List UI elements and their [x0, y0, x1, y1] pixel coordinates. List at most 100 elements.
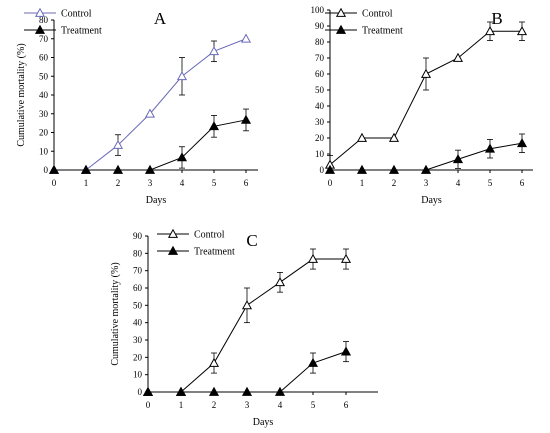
- y-tick-label: 20: [133, 352, 143, 362]
- data-point: [484, 26, 496, 36]
- series-control: [142, 248, 352, 396]
- panel-letter: C: [246, 231, 257, 250]
- x-tick-label: 5: [488, 178, 493, 188]
- y-tick-label: 80: [39, 15, 49, 25]
- x-tick-label: 1: [84, 178, 89, 188]
- x-tick-label: 5: [311, 400, 316, 410]
- data-point: [516, 26, 528, 36]
- y-tick-label: 0: [44, 165, 49, 175]
- y-tick-label: 90: [315, 21, 325, 31]
- legend-label: Control: [194, 230, 225, 241]
- panel-c: 0 10 20 30 40 50 60 70 80 90 0 1 2 3 4 5 6 Days Cumulative…: [110, 228, 378, 428]
- x-tick-label: 3: [424, 178, 429, 188]
- series-line: [148, 351, 347, 393]
- y-tick-label: 30: [315, 117, 325, 127]
- series-control: [324, 21, 528, 171]
- y-axis-label: Cumulative mortality (%): [110, 262, 121, 365]
- x-axis-label: Days: [421, 195, 442, 206]
- x-tick-label: 2: [392, 178, 397, 188]
- data-point: [176, 152, 188, 162]
- data-point: [241, 386, 253, 396]
- x-tick-label: 4: [180, 178, 185, 188]
- legend: Control Treatment: [325, 7, 403, 37]
- x-axis-label: Days: [253, 417, 274, 428]
- x-tick-label: 2: [212, 400, 217, 410]
- data-point: [340, 253, 352, 263]
- data-point: [484, 143, 496, 153]
- y-tick-label: 80: [133, 248, 143, 258]
- data-point: [452, 154, 464, 164]
- data-point: [516, 138, 528, 148]
- data-point: [175, 386, 187, 396]
- legend-label: Control: [362, 9, 393, 20]
- legend-label: Control: [61, 9, 92, 20]
- panel-a: 0 10 20 30 40 50 60 70 80 0 1 2 3 4 5 6 Days Cumulative m…: [16, 7, 258, 206]
- x-tick-label: 1: [179, 400, 184, 410]
- legend: Control Treatment: [24, 7, 102, 37]
- y-tick-label: 40: [133, 318, 143, 328]
- x-tick-label: 6: [244, 178, 249, 188]
- panel-b: 0 10 20 30 40 50 60 70 80 90 100 0 1 2 3 4 5 6 Days B Contro…: [311, 5, 533, 206]
- y-tick-label: 70: [133, 266, 143, 276]
- y-tick-label: 80: [315, 37, 325, 47]
- panel-letter: A: [154, 9, 167, 28]
- y-tick-label: 20: [39, 128, 49, 138]
- data-point: [80, 164, 92, 174]
- data-point: [208, 386, 220, 396]
- data-point: [388, 132, 400, 142]
- x-tick-label: 4: [278, 400, 283, 410]
- y-axis-label: Cumulative mortality (%): [16, 43, 27, 146]
- data-point: [48, 164, 60, 174]
- data-point: [176, 71, 188, 81]
- legend-marker: [167, 228, 179, 238]
- y-tick-label: 60: [315, 69, 325, 79]
- x-tick-label: 3: [148, 178, 153, 188]
- data-point: [208, 121, 220, 131]
- x-tick-label: 0: [146, 400, 151, 410]
- y-tick-label: 10: [133, 370, 143, 380]
- y-tick-label: 40: [39, 90, 49, 100]
- data-point: [420, 164, 432, 174]
- x-tick-label: 2: [116, 178, 121, 188]
- y-tick-label: 0: [320, 165, 325, 175]
- legend-marker: [335, 24, 347, 34]
- data-point: [420, 68, 432, 78]
- data-point: [208, 357, 220, 367]
- x-tick-label: 0: [328, 178, 333, 188]
- legend-marker: [167, 245, 179, 255]
- data-point: [112, 164, 124, 174]
- y-tick-label: 90: [133, 231, 143, 241]
- legend-marker: [335, 7, 347, 17]
- y-tick-label: 40: [315, 101, 325, 111]
- y-tick-label: 0: [138, 387, 143, 397]
- y-tick-label: 20: [315, 133, 325, 143]
- y-tick-label: 70: [315, 53, 325, 63]
- legend-marker: [34, 24, 46, 34]
- data-point: [324, 164, 336, 174]
- data-point: [307, 357, 319, 367]
- y-tick-label: 70: [39, 34, 49, 44]
- legend-marker: [34, 7, 46, 17]
- y-tick-label: 10: [39, 146, 49, 156]
- series-line: [148, 258, 346, 393]
- data-point: [340, 346, 352, 356]
- series-line: [54, 38, 247, 171]
- data-point: [356, 132, 368, 142]
- data-point: [144, 164, 156, 174]
- data-point: [240, 114, 252, 124]
- y-tick-label: 50: [39, 71, 49, 81]
- panel-letter: B: [491, 9, 502, 28]
- x-tick-label: 6: [344, 400, 349, 410]
- legend-label: Treatment: [194, 247, 235, 258]
- series-line: [329, 30, 522, 166]
- legend-label: Treatment: [61, 26, 102, 37]
- data-point: [240, 33, 252, 43]
- legend: Control Treatment: [157, 228, 235, 258]
- series-treatment: [48, 108, 252, 174]
- x-tick-label: 3: [245, 400, 250, 410]
- data-point: [142, 386, 154, 396]
- data-point: [356, 164, 368, 174]
- data-point: [208, 46, 220, 56]
- data-point: [452, 52, 464, 62]
